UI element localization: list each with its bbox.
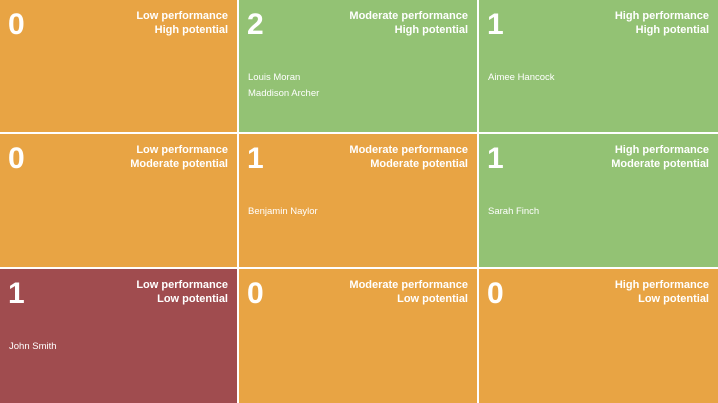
people-list: Aimee Hancock	[488, 70, 555, 86]
people-list: Sarah Finch	[488, 204, 539, 220]
cell-labels: Low performance Low potential	[136, 278, 228, 306]
performance-label: Low performance	[136, 10, 228, 22]
performance-label: Low performance	[136, 279, 228, 291]
performance-label: High performance	[614, 279, 709, 291]
cell-labels: Moderate performance High potential	[349, 9, 468, 37]
performance-label: Moderate performance	[349, 144, 468, 156]
person-name[interactable]: Aimee Hancock	[488, 72, 555, 83]
potential-label: Moderate potential	[611, 158, 709, 170]
cell-labels: High performance Moderate potential	[611, 143, 709, 171]
cell-labels: Moderate performance Low potential	[349, 278, 468, 306]
cell-moderate-performance-high-potential[interactable]: 2 Moderate performance High potential Lo…	[239, 0, 477, 132]
potential-label: Low potential	[397, 293, 468, 305]
potential-label: High potential	[635, 24, 709, 36]
potential-label: Low potential	[157, 293, 228, 305]
people-list: Louis Moran Maddison Archer	[248, 70, 319, 102]
cell-moderate-performance-low-potential[interactable]: 0 Moderate performance Low potential	[239, 269, 477, 403]
cell-count: 0	[8, 8, 25, 41]
cell-low-performance-high-potential[interactable]: 0 Low performance High potential	[0, 0, 237, 132]
cell-count: 1	[247, 142, 264, 175]
cell-labels: Low performance Moderate potential	[130, 143, 228, 171]
cell-labels: Low performance High potential	[136, 9, 228, 37]
cell-labels: High performance High potential	[615, 9, 709, 37]
cell-count: 0	[247, 277, 264, 310]
person-name[interactable]: Maddison Archer	[248, 88, 320, 99]
cell-count: 2	[247, 8, 264, 41]
person-name[interactable]: Benjamin Naylor	[248, 206, 318, 217]
potential-label: Moderate potential	[130, 158, 228, 170]
cell-count: 1	[487, 8, 504, 41]
potential-label: Low potential	[638, 293, 709, 305]
person-name[interactable]: John Smith	[9, 341, 57, 352]
performance-label: Moderate performance	[349, 279, 468, 291]
performance-label: High performance	[614, 10, 709, 22]
cell-count: 1	[487, 142, 504, 175]
cell-count: 0	[487, 277, 504, 310]
performance-label: High performance	[614, 144, 709, 156]
person-name[interactable]: Sarah Finch	[488, 206, 540, 217]
cell-high-performance-moderate-potential[interactable]: 1 High performance Moderate potential Sa…	[479, 134, 718, 267]
potential-label: High potential	[154, 24, 228, 36]
potential-label: High potential	[394, 24, 468, 36]
cell-high-performance-low-potential[interactable]: 0 High performance Low potential	[479, 269, 718, 403]
cell-labels: Moderate performance Moderate potential	[349, 143, 468, 171]
person-name[interactable]: Louis Moran	[248, 72, 301, 83]
performance-label: Low performance	[136, 144, 228, 156]
cell-count: 0	[8, 142, 25, 175]
people-list: Benjamin Naylor	[248, 204, 318, 220]
cell-moderate-performance-moderate-potential[interactable]: 1 Moderate performance Moderate potentia…	[239, 134, 477, 267]
people-list: John Smith	[9, 339, 57, 355]
cell-labels: High performance Low potential	[615, 278, 709, 306]
cell-low-performance-moderate-potential[interactable]: 0 Low performance Moderate potential	[0, 134, 237, 267]
performance-label: Moderate performance	[349, 10, 468, 22]
cell-high-performance-high-potential[interactable]: 1 High performance High potential Aimee …	[479, 0, 718, 132]
cell-low-performance-low-potential[interactable]: 1 Low performance Low potential John Smi…	[0, 269, 237, 403]
cell-count: 1	[8, 277, 25, 310]
potential-label: Moderate potential	[370, 158, 468, 170]
